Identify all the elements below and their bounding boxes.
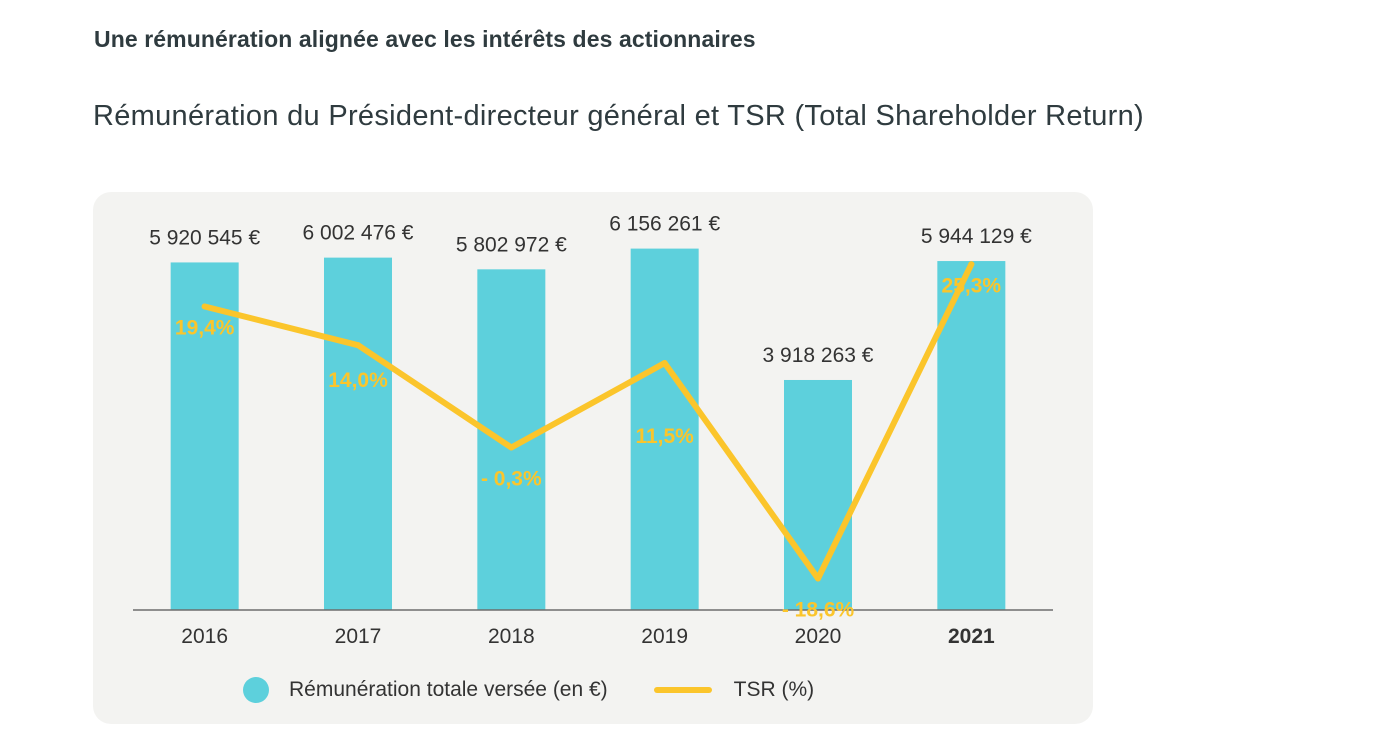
bar-2019 bbox=[630, 248, 699, 610]
tsr-point-2018 bbox=[508, 444, 515, 451]
tsr-point-2019 bbox=[661, 360, 668, 367]
bar-2017 bbox=[324, 257, 392, 610]
section-kicker: Une rémunération alignée avec les intérê… bbox=[94, 26, 756, 52]
x-tick-label-2020: 2020 bbox=[795, 625, 842, 648]
chart-panel bbox=[93, 192, 1093, 724]
x-tick-label-2021: 2021 bbox=[948, 625, 995, 648]
legend-line-tsr bbox=[653, 687, 712, 693]
tsr-value-label-2019: 11,5% bbox=[635, 425, 694, 448]
bar-value-label-2019: 6 156 261 € bbox=[609, 213, 720, 236]
legend-dot-remuneration bbox=[243, 677, 269, 703]
tsr-value-label-2016: 19,4% bbox=[175, 317, 235, 340]
bar-value-label-2017: 6 002 476 € bbox=[303, 222, 414, 245]
bar-2020 bbox=[784, 379, 852, 610]
tsr-value-label-2017: 14,0% bbox=[328, 369, 388, 392]
tsr-value-label-2020: - 18,6% bbox=[782, 599, 855, 622]
bar-value-label-2021: 5 944 129 € bbox=[921, 225, 1032, 248]
bar-value-label-2018: 5 802 972 € bbox=[456, 233, 567, 256]
chart-title: Rémunération du Président-directeur géné… bbox=[93, 100, 1144, 132]
legend-label-remuneration: Rémunération totale versée (en €) bbox=[289, 678, 608, 701]
x-tick-label-2016: 2016 bbox=[181, 625, 228, 648]
x-tick-label-2018: 2018 bbox=[488, 625, 535, 648]
x-tick-label-2019: 2019 bbox=[641, 625, 688, 648]
tsr-value-label-2018: - 0,3% bbox=[481, 468, 542, 491]
bar-2018 bbox=[477, 269, 546, 610]
tsr-value-label-2021: 25,3% bbox=[942, 274, 1002, 297]
bar-value-label-2016: 5 920 545 € bbox=[149, 226, 260, 249]
tsr-point-2016 bbox=[201, 303, 208, 310]
x-tick-label-2017: 2017 bbox=[335, 625, 382, 648]
bar-value-label-2020: 3 918 263 € bbox=[763, 344, 874, 367]
tsr-point-2021 bbox=[968, 261, 975, 268]
tsr-point-2020 bbox=[815, 575, 821, 582]
bar-2016 bbox=[170, 262, 239, 610]
legend-label-tsr: TSR (%) bbox=[733, 678, 815, 701]
tsr-line bbox=[201, 261, 975, 582]
chart-legend: Rémunération totale versée (en €) TSR (%… bbox=[243, 675, 814, 705]
bar-2021 bbox=[937, 261, 1006, 610]
tsr-point-2017 bbox=[355, 342, 361, 349]
